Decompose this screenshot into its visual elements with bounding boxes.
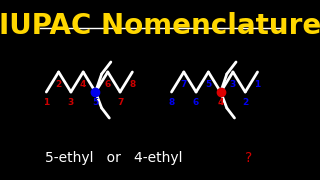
Text: 4: 4 xyxy=(80,80,86,89)
Text: 8: 8 xyxy=(129,80,135,89)
Text: 2: 2 xyxy=(55,80,62,89)
Text: 7: 7 xyxy=(117,98,123,107)
Text: 4: 4 xyxy=(218,98,224,107)
Text: 1: 1 xyxy=(43,98,50,107)
Text: 1: 1 xyxy=(254,80,261,89)
Text: 6: 6 xyxy=(105,80,111,89)
Text: 8: 8 xyxy=(168,98,175,107)
Text: 2: 2 xyxy=(242,98,248,107)
Text: 5-ethyl   or   4-ethyl: 5-ethyl or 4-ethyl xyxy=(45,151,182,165)
Text: 3: 3 xyxy=(230,80,236,89)
Text: 3: 3 xyxy=(68,98,74,107)
Text: ?: ? xyxy=(245,151,252,165)
Text: 6: 6 xyxy=(193,98,199,107)
Text: IUPAC Nomenclature: IUPAC Nomenclature xyxy=(0,12,320,40)
Text: 7: 7 xyxy=(180,80,187,89)
Text: 5: 5 xyxy=(205,80,212,89)
Text: 5: 5 xyxy=(92,98,99,107)
